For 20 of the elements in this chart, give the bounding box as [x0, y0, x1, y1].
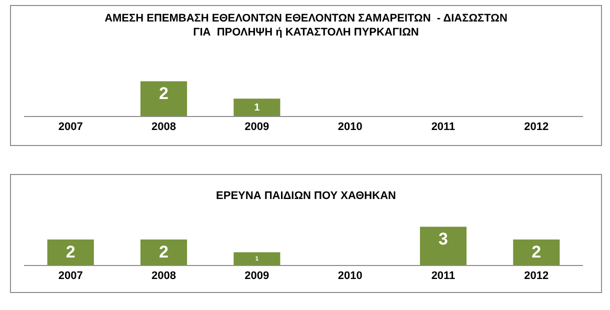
chart-title: ΑΜΕΣΗ ΕΠΕΜΒΑΣΗ ΕΘΕΛΟΝΤΩΝ ΕΘΕΛΟΝΤΩΝ ΣΑΜΑΡΕΙΤΩΝ - ΔΙΑΣΩΣΤΩΝ ΓΙΑ ΠΡΟΛΗΨΗ ή ΚΑΤΑΣΤΟΛΗ ΠΥΡΚΑΓΙΩΝ — [104, 12, 508, 39]
x-tick-label: 2012 — [524, 121, 549, 134]
x-tick-label: 2012 — [524, 270, 549, 282]
data-label: 2 — [159, 242, 168, 262]
x-tick-label: 2010 — [338, 121, 362, 134]
data-label: 2 — [66, 242, 76, 262]
data-label: 2 — [532, 242, 542, 262]
chart-title: ΕΡΕΥΝΑ ΠΑΙΔΙΩΝ ΠΟΥ ΧΑΘΗΚΑΝ — [216, 190, 396, 202]
x-tick-label: 2007 — [58, 270, 83, 282]
x-tick-label: 2011 — [431, 121, 456, 134]
data-label: 2 — [159, 84, 168, 104]
x-tick-label: 2007 — [58, 121, 83, 134]
x-tick-label: 2009 — [244, 121, 270, 134]
x-tick-label: 2009 — [244, 270, 270, 282]
data-label: 1 — [254, 102, 260, 114]
x-tick-label: 2011 — [431, 270, 456, 282]
x-tick-label: 2010 — [338, 270, 362, 282]
x-tick-label: 2008 — [152, 270, 176, 282]
x-tick-label: 2008 — [152, 121, 176, 134]
data-label: 3 — [438, 230, 448, 249]
